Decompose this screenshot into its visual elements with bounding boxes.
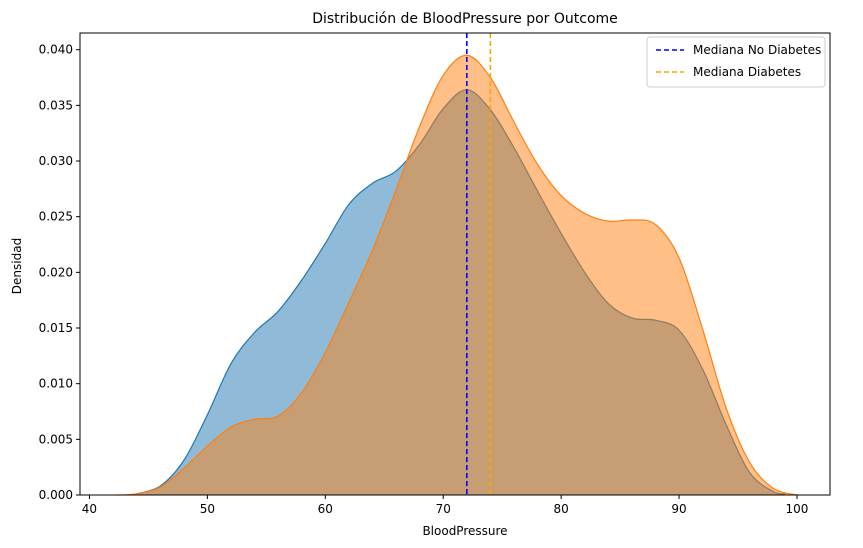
x-tick-label: 50 bbox=[200, 502, 215, 516]
y-axis-label: Densidad bbox=[10, 238, 24, 294]
y-tick-label: 0.000 bbox=[39, 488, 73, 502]
legend-frame bbox=[646, 36, 826, 88]
y-tick-label: 0.005 bbox=[39, 432, 73, 446]
y-tick-label: 0.030 bbox=[39, 154, 73, 168]
x-tick-label: 40 bbox=[82, 502, 97, 516]
y-tick-label: 0.025 bbox=[39, 210, 73, 224]
plot-frame bbox=[79, 32, 831, 496]
chart-title: Distribución de BloodPressure por Outcom… bbox=[312, 11, 618, 27]
legend-label-median-diabetes: Mediana Diabetes bbox=[693, 65, 801, 79]
y-tick-label: 0.020 bbox=[39, 265, 73, 279]
axes: 40 50 60 70 80 90 100 0.000 0.005 0.010 0.015 0.020… bbox=[39, 32, 831, 516]
x-tick-label: 70 bbox=[436, 502, 451, 516]
density-line-diabetes bbox=[116, 54, 798, 496]
x-tick-label: 100 bbox=[786, 502, 809, 516]
y-tick-label: 0.040 bbox=[39, 43, 73, 57]
x-tick-label: 90 bbox=[671, 502, 686, 516]
legend-label-median-no-diabetes: Mediana No Diabetes bbox=[693, 43, 821, 57]
x-axis-label: BloodPressure bbox=[422, 524, 507, 538]
y-tick-label: 0.010 bbox=[39, 377, 73, 391]
x-tick-label: 60 bbox=[318, 502, 333, 516]
legend: Mediana No Diabetes Mediana Diabetes bbox=[646, 36, 826, 88]
y-tick-label: 0.035 bbox=[39, 98, 73, 112]
x-tick-label: 80 bbox=[553, 502, 568, 516]
plot-area bbox=[116, 33, 798, 496]
density-area-diabetes bbox=[116, 55, 797, 495]
y-tick-label: 0.015 bbox=[39, 321, 73, 335]
